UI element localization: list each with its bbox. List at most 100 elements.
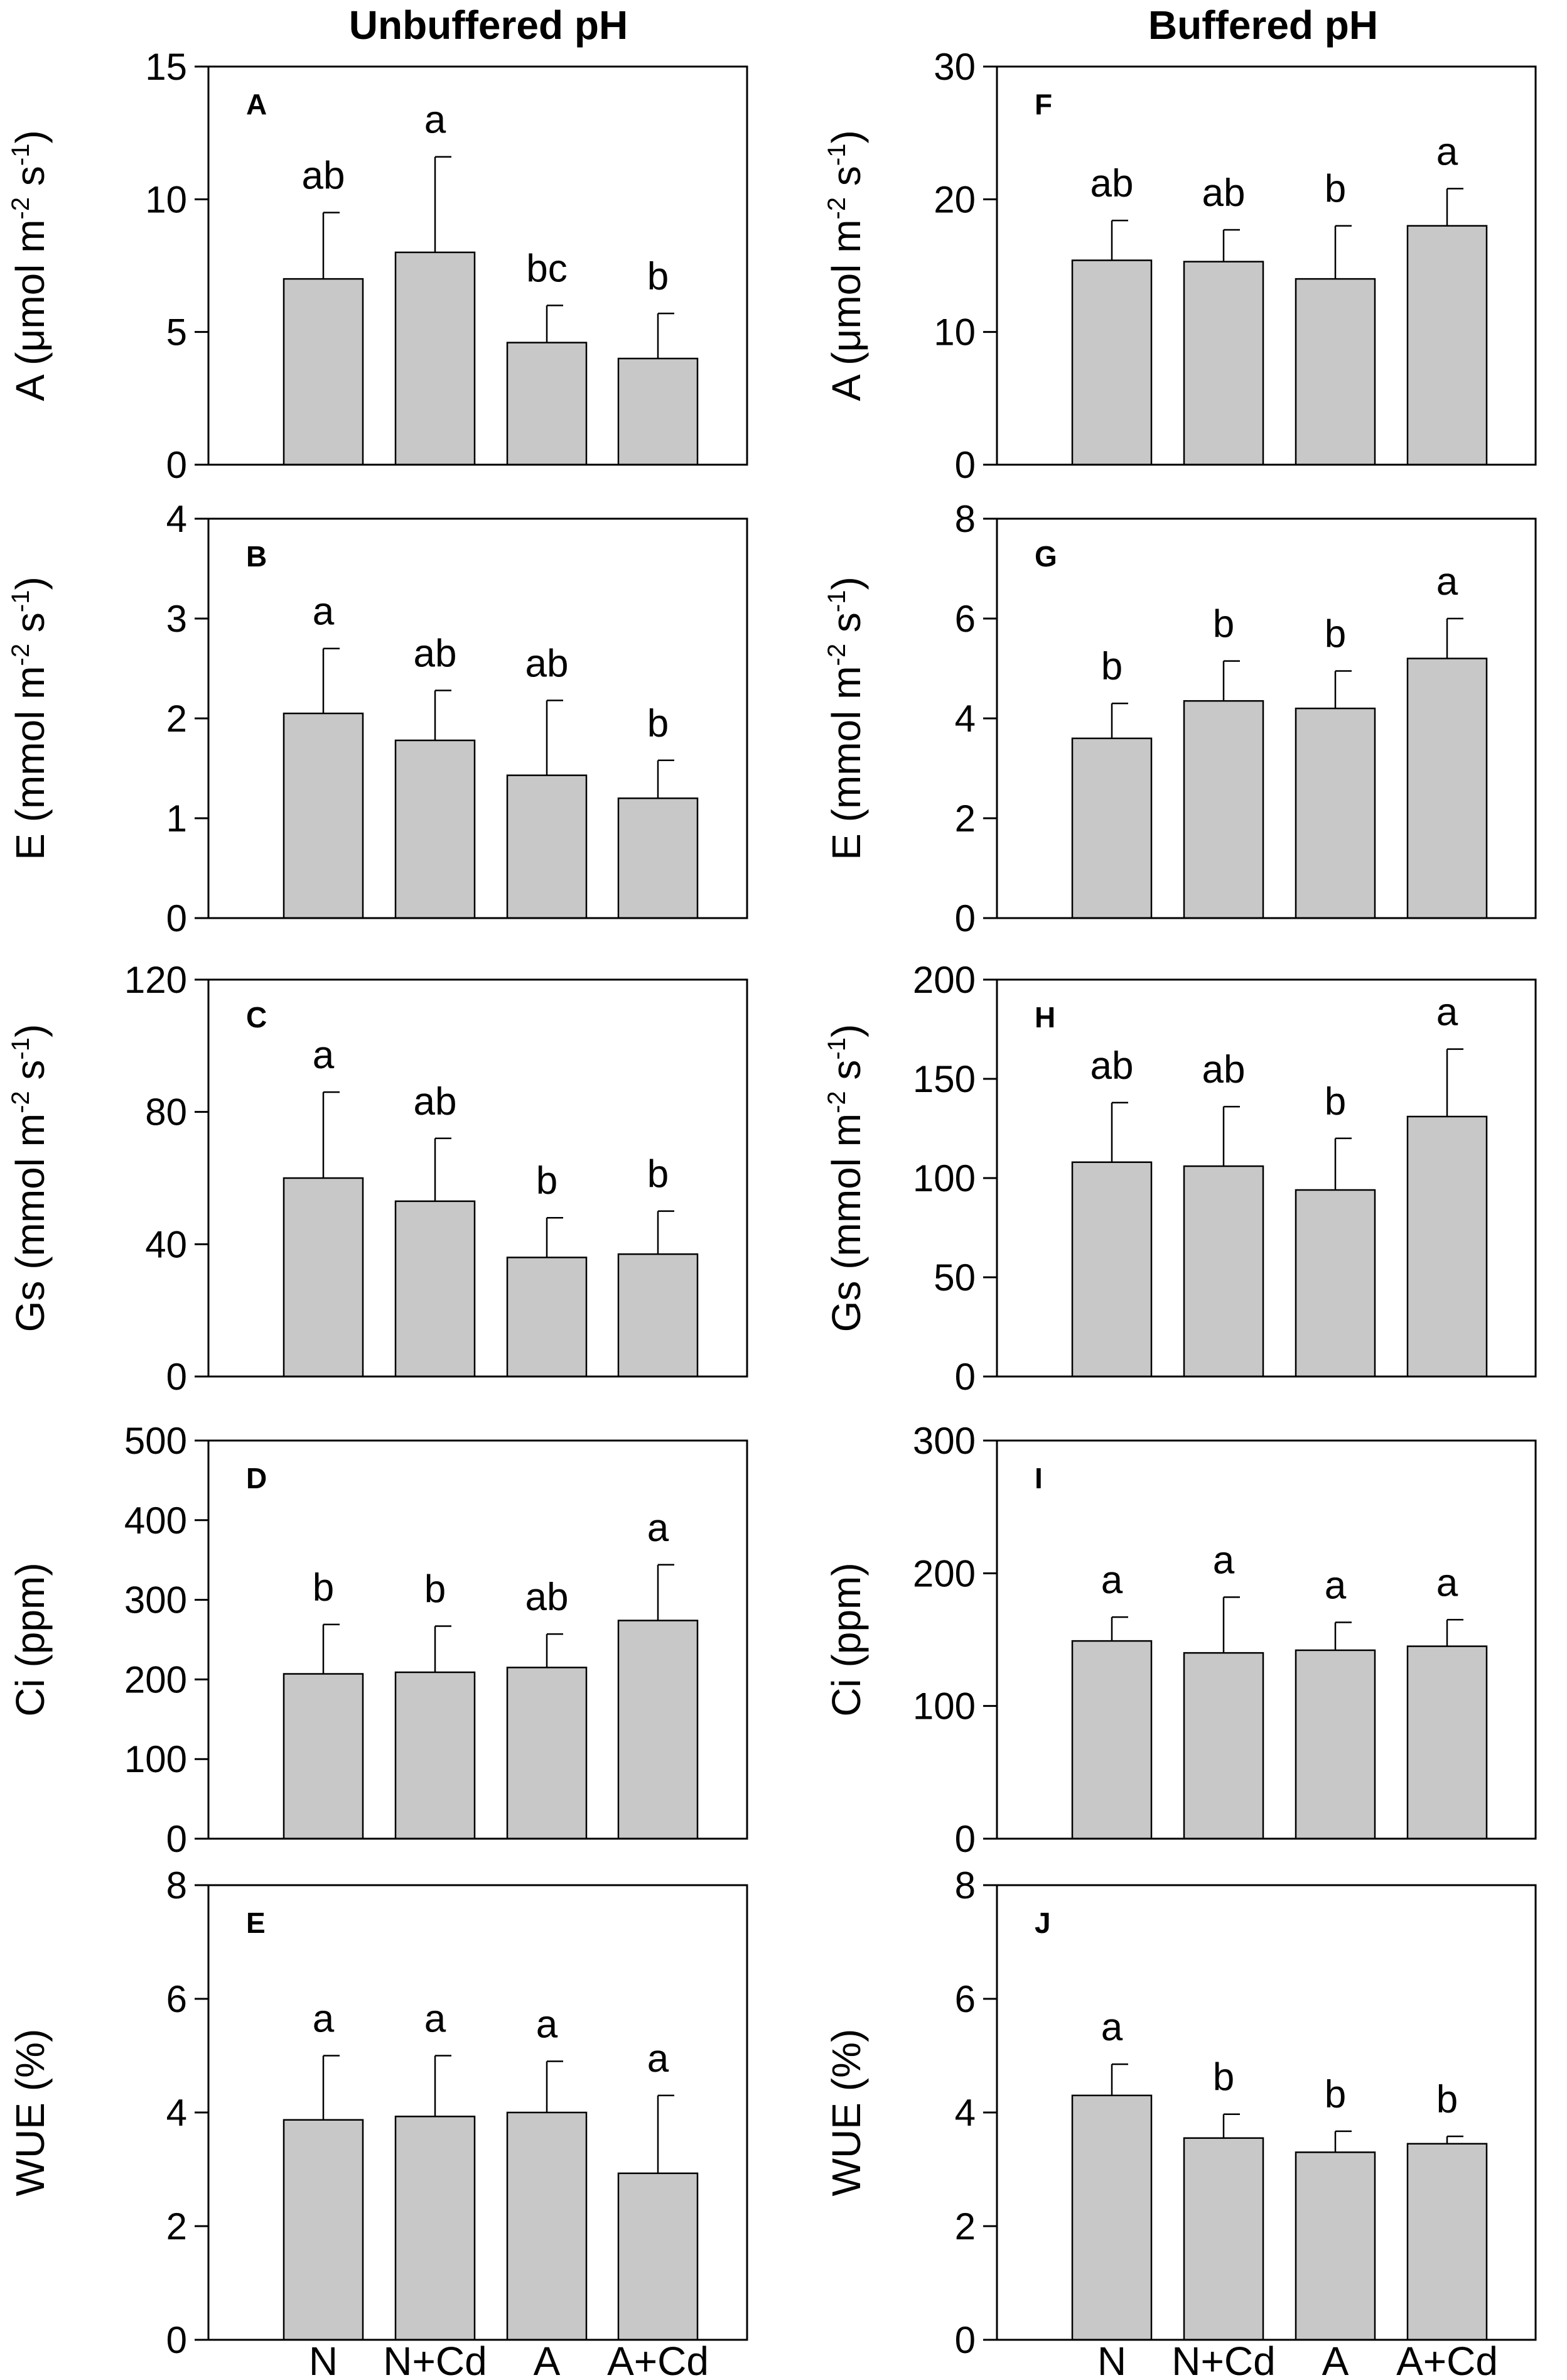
bar-f-1 [1183, 261, 1264, 466]
y-axis-title-h: Gs (mmol m-2 s-1) [823, 1024, 869, 1333]
y-tick-label: 30 [934, 46, 976, 88]
x-category-label-left-1: N+Cd [383, 2339, 487, 2380]
y-tick-label: 0 [166, 2319, 187, 2361]
y-tick-label: 10 [934, 311, 976, 354]
significance-label-b-2: ab [525, 642, 569, 685]
significance-label-e-0: a [313, 1998, 335, 2041]
y-tick-label: 8 [955, 498, 976, 540]
significance-label-a-3: b [647, 255, 669, 298]
bar-g-3 [1406, 657, 1488, 919]
y-tick-label: 0 [166, 1356, 187, 1398]
significance-label-c-1: ab [414, 1080, 457, 1123]
bar-h-3 [1406, 1115, 1488, 1378]
bar-j-2 [1295, 2151, 1376, 2341]
plot-frame-a [207, 65, 748, 466]
y-tick-label: 120 [124, 959, 187, 1001]
y-tick-label: 2 [955, 2205, 976, 2247]
y-tick-label: 6 [955, 1978, 976, 2020]
panel-d: b b ab a 0 100 200 300 400 500 D Ci (ppm) [8, 1420, 748, 1860]
y-tick-label: 100 [124, 1738, 187, 1780]
bar-b-1 [394, 739, 476, 919]
bar-f-2 [1295, 278, 1376, 466]
x-category-label-left-0: N [309, 2339, 338, 2380]
y-tick-label: 300 [124, 1579, 187, 1621]
bar-h-1 [1183, 1165, 1264, 1378]
y-tick-label: 80 [145, 1091, 187, 1133]
y-tick-label: 2 [955, 798, 976, 840]
panel-j: a b b b 0 2 4 6 8 J WUE (%) [824, 1864, 1537, 2361]
bar-d-3 [617, 1620, 699, 1840]
significance-label-e-1: a [424, 1998, 446, 2041]
panel-label-h: H [1035, 1001, 1055, 1034]
significance-label-j-1: b [1213, 2056, 1234, 2099]
significance-label-g-0: b [1101, 645, 1123, 688]
significance-label-d-1: b [424, 1567, 446, 1611]
column-title-unbuffered: Unbuffered pH [349, 3, 628, 48]
bar-j-0 [1071, 2094, 1153, 2341]
panel-label-c: C [246, 1001, 267, 1034]
significance-label-c-2: b [536, 1159, 557, 1203]
y-tick-label: 200 [913, 1552, 976, 1594]
y-tick-label: 10 [145, 178, 187, 220]
significance-label-h-3: a [1436, 991, 1458, 1034]
panel-label-f: F [1035, 88, 1052, 121]
y-axis-title-e: WUE (%) [8, 2029, 53, 2197]
x-category-label-left-2: A [534, 2339, 561, 2380]
y-tick-label: 0 [955, 444, 976, 486]
column-title-buffered: Buffered pH [1148, 3, 1378, 48]
x-category-label-right-3: A+Cd [1396, 2339, 1498, 2380]
y-tick-label: 8 [955, 1864, 976, 1907]
significance-label-f-3: a [1436, 130, 1458, 173]
significance-label-g-2: b [1325, 612, 1346, 656]
bar-b-0 [283, 712, 364, 919]
panel-label-g: G [1035, 540, 1057, 573]
significance-label-c-0: a [313, 1034, 335, 1077]
bar-e-0 [283, 2119, 364, 2341]
bar-c-3 [617, 1253, 699, 1378]
significance-label-g-3: a [1436, 560, 1458, 603]
bar-g-0 [1071, 737, 1153, 919]
panel-label-e: E [246, 1907, 266, 1939]
x-category-label-right-2: A [1322, 2339, 1349, 2380]
panel-label-d: D [246, 1462, 267, 1495]
plot-frame-f [996, 65, 1537, 466]
y-tick-label: 0 [166, 444, 187, 486]
y-axis-title-a: A (μmol m-2 s-1) [7, 130, 53, 401]
bar-j-1 [1183, 2137, 1264, 2341]
plot-frame-d [207, 1439, 748, 1840]
bar-e-3 [617, 2172, 699, 2341]
y-tick-label: 6 [955, 598, 976, 640]
bar-i-2 [1295, 1649, 1376, 1840]
y-axis-title-g: E (mmol m-2 s-1) [823, 576, 869, 860]
significance-label-d-3: a [647, 1506, 669, 1550]
y-tick-label: 4 [955, 2092, 976, 2134]
panel-a: ab a bc b 0 5 10 15 A A (μmol m-2 s-1) [7, 46, 748, 486]
y-tick-label: 50 [934, 1257, 976, 1299]
significance-label-j-3: b [1436, 2078, 1458, 2121]
significance-label-g-1: b [1213, 603, 1234, 646]
y-axis-title-b: E (mmol m-2 s-1) [7, 576, 53, 860]
bar-c-1 [394, 1200, 476, 1378]
significance-label-a-1: a [424, 99, 446, 142]
plot-frame-i [996, 1439, 1537, 1840]
bar-h-2 [1295, 1189, 1376, 1378]
bar-a-1 [394, 251, 476, 466]
significance-label-e-2: a [536, 2003, 558, 2047]
significance-label-e-3: a [647, 2037, 669, 2080]
significance-label-h-2: b [1325, 1080, 1346, 1123]
panel-label-a: A [246, 88, 267, 121]
y-tick-label: 1 [166, 798, 187, 840]
y-axis-title-j: WUE (%) [824, 2029, 869, 2197]
y-tick-label: 0 [955, 1818, 976, 1860]
y-tick-label: 100 [913, 1685, 976, 1728]
bar-f-0 [1071, 259, 1153, 466]
significance-label-i-0: a [1101, 1559, 1123, 1602]
significance-label-h-1: ab [1202, 1048, 1246, 1091]
panel-g: b b b a 0 2 4 6 8 G E (mmol m-2 s-1) [823, 498, 1537, 939]
y-tick-label: 0 [955, 897, 976, 939]
y-tick-label: 4 [166, 2092, 187, 2134]
y-axis-title-d: Ci (ppm) [8, 1562, 53, 1716]
significance-label-i-3: a [1436, 1561, 1458, 1604]
significance-label-j-2: b [1325, 2073, 1346, 2116]
